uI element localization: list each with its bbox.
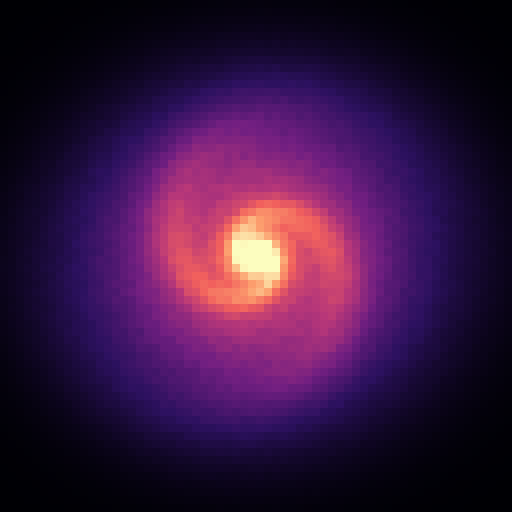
image-frame [0, 0, 512, 512]
spiral-galaxy-image [0, 0, 512, 512]
